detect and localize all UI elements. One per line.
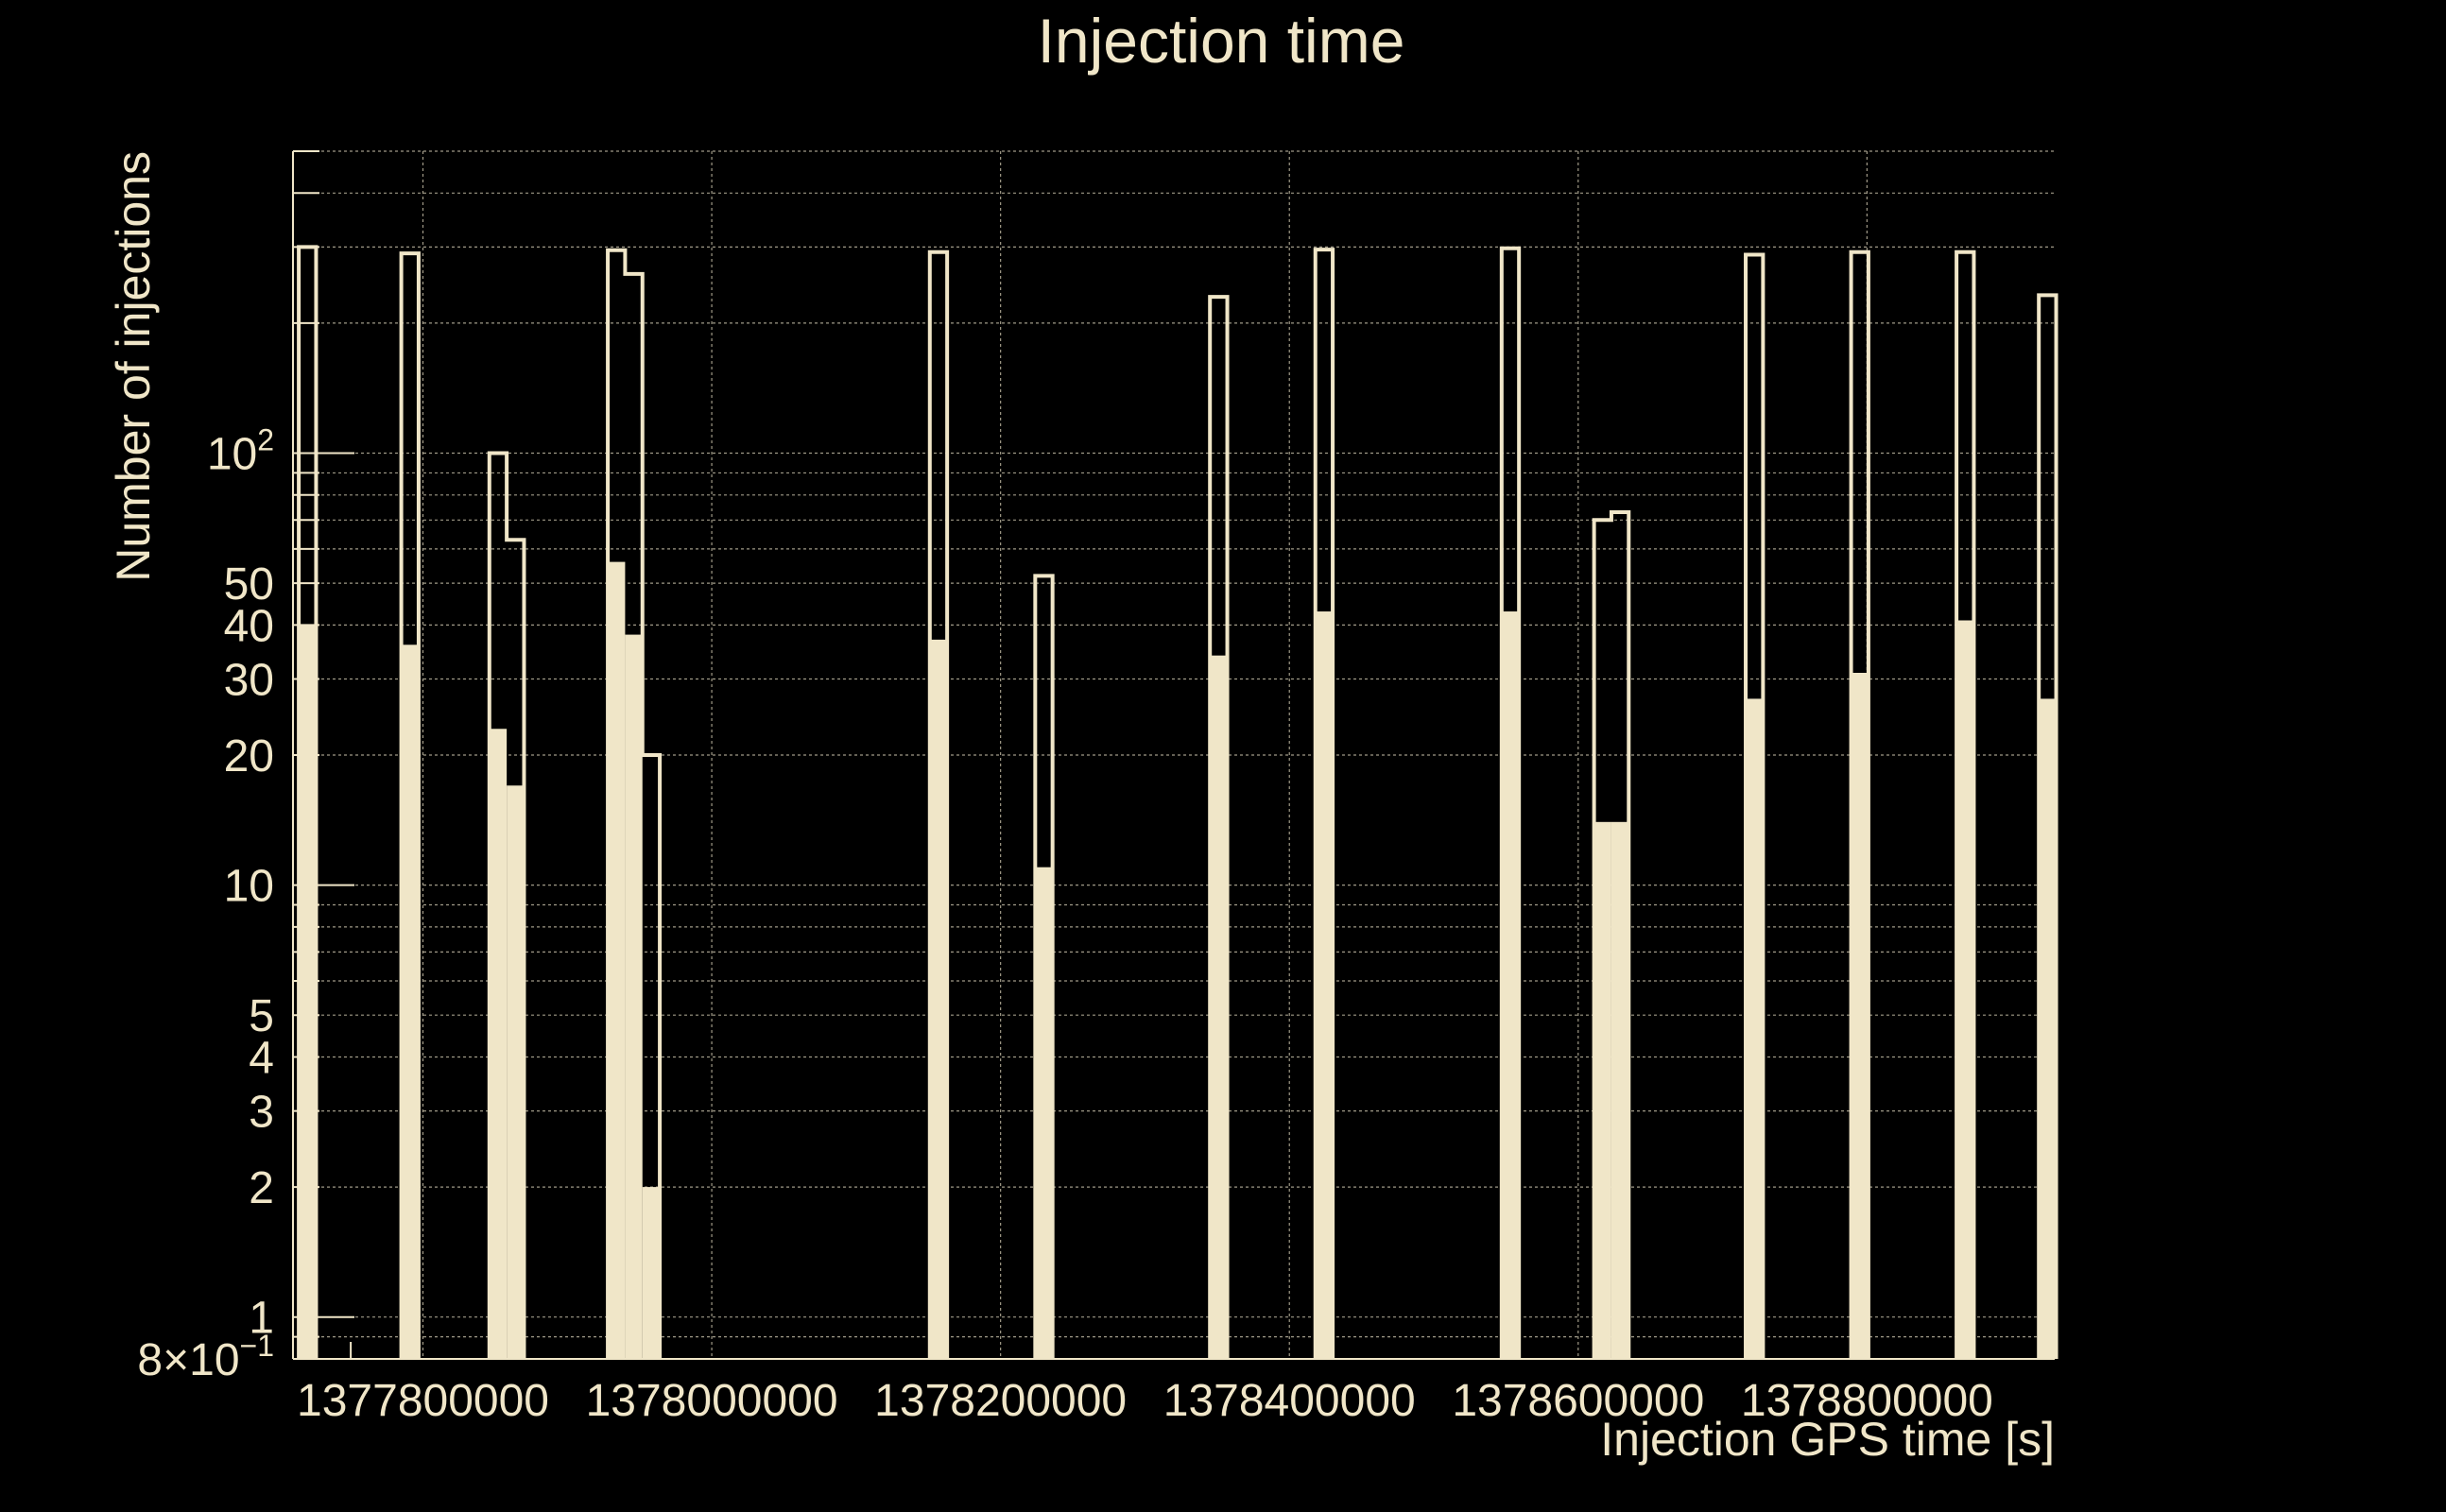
y-tick-label: 5: [249, 991, 274, 1041]
histogram-bar-filled: [1210, 655, 1228, 1359]
histogram-outline: [487, 451, 526, 1359]
x-tick-label: 1378600000: [1452, 1376, 1704, 1426]
x-tick-label: 1378200000: [874, 1376, 1127, 1426]
tick-labels: 1377800000 1378000000 1378200000 1378400000…: [137, 423, 1992, 1427]
y-axis-label: Number of injections: [107, 151, 160, 582]
x-axis-label: Injection GPS time [s]: [1600, 1413, 2055, 1466]
histogram-bar-filled: [1035, 867, 1053, 1359]
filled-series: [299, 561, 2057, 1359]
histogram-bar-filled: [2039, 698, 2057, 1359]
x-tick-label: 1378800000: [1741, 1376, 1993, 1426]
y-tick-label: 50: [224, 559, 274, 610]
histogram-bar-filled: [1501, 611, 1520, 1359]
histogram-outline: [1592, 509, 1631, 1359]
y-tick-label: 40: [224, 601, 274, 651]
histogram-outline: [1849, 249, 1870, 1359]
y-tick-label: 8×10−1: [137, 1329, 274, 1385]
histogram-bar-filled: [489, 729, 508, 1359]
histogram-bar-filled: [1315, 611, 1334, 1359]
histogram-bar-filled: [1851, 672, 1869, 1359]
histogram-bar-filled: [1746, 698, 1764, 1359]
histogram-bar-filled: [625, 634, 643, 1359]
histogram-bar-filled: [1611, 821, 1629, 1359]
histogram-bar-filled: [507, 785, 525, 1359]
histogram-outline: [1033, 574, 1055, 1359]
histogram-outline: [1208, 295, 1230, 1359]
y-tick-label: 102: [207, 423, 274, 480]
histogram-bar-filled: [929, 639, 948, 1359]
histogram-bar-filled: [642, 1187, 661, 1359]
histogram-outline: [2037, 293, 2058, 1359]
y-tick-label: 20: [224, 731, 274, 782]
y-tick-label: 4: [249, 1034, 274, 1084]
histogram-outline: [399, 251, 421, 1359]
histogram-bar-filled: [1593, 821, 1611, 1359]
grid: [293, 150, 2055, 1360]
y-tick-label: 3: [249, 1088, 274, 1138]
axes: [292, 150, 2055, 1360]
x-tick-label: 1377800000: [297, 1376, 549, 1426]
x-tick-label: 1378400000: [1163, 1376, 1416, 1426]
y-tick-label: 30: [224, 656, 274, 706]
histogram-bar-filled: [1956, 620, 1974, 1359]
outline-series: [297, 245, 2058, 1359]
chart-title: Injection time: [1038, 6, 1405, 76]
x-tick-label: 1378000000: [586, 1376, 838, 1426]
histogram-outline: [606, 248, 663, 1359]
histogram-bar-filled: [299, 625, 317, 1359]
histogram-outline: [927, 249, 950, 1359]
histogram-bar-filled: [401, 644, 419, 1359]
y-tick-label: 1: [249, 1294, 274, 1344]
histogram-bar-filled: [608, 561, 626, 1359]
histogram-outline: [1499, 246, 1522, 1359]
histogram-outline: [1744, 252, 1766, 1359]
y-tick-label: 10: [224, 862, 274, 912]
histogram-outline: [1955, 249, 1976, 1359]
y-tick-label: 2: [249, 1163, 274, 1213]
histogram-outline: [1313, 248, 1335, 1359]
